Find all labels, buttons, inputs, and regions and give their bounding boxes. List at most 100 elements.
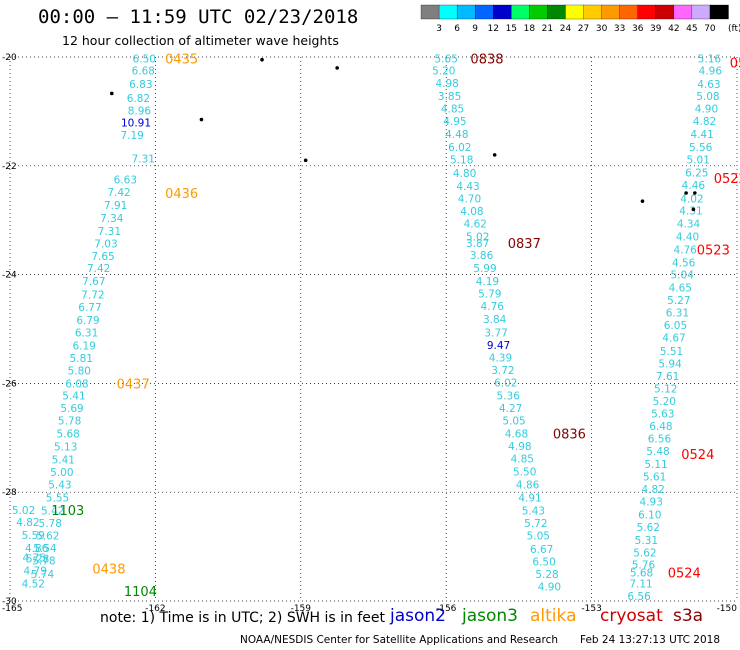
wave-height-label: 7.91	[104, 200, 127, 212]
colorbar-swatch	[529, 4, 549, 20]
legend-cryosat: cryosat	[600, 606, 663, 626]
wave-height-label: 3.86	[470, 250, 494, 262]
wave-height-label: 5.68	[630, 568, 653, 580]
wave-height-label: 4.39	[489, 352, 512, 364]
wave-height-label: 5.12	[654, 383, 677, 395]
island-dot	[492, 153, 497, 157]
wave-height-label: 5.81	[70, 353, 93, 365]
wave-height-label: 5.02	[12, 505, 35, 517]
wave-height-label: 6.50	[133, 54, 156, 66]
wave-height-label: 5.59	[22, 530, 45, 542]
footer-date: Feb 24 13:27:13 UTC 2018	[580, 634, 720, 646]
wave-height-label: 7.34	[100, 213, 124, 225]
wave-height-label: 7.19	[120, 130, 143, 142]
wave-height-label: 4.08	[460, 206, 483, 218]
wave-height-label: 7.11	[629, 579, 652, 591]
colorbar-swatch	[511, 4, 531, 20]
wave-height-label: 5.94	[658, 358, 682, 370]
wave-height-label: 6.31	[666, 308, 689, 320]
wave-height-label: 5.61	[643, 471, 666, 483]
wave-height-label: 4.79	[24, 566, 47, 578]
wave-height-label: 4.90	[538, 581, 561, 593]
island-dot	[640, 199, 645, 203]
wave-height-label: 3.72	[491, 365, 514, 377]
colorbar-tick-label: 18	[524, 24, 536, 34]
y-tick-label: -26	[2, 379, 17, 389]
wave-height-label: 4.31	[679, 205, 702, 217]
x-tick-label: -162	[145, 604, 165, 614]
pass-time-label: 1104	[124, 585, 157, 600]
wave-height-label: 4.02	[680, 193, 703, 205]
colorbar-swatch	[673, 4, 693, 20]
pass-time-label: 0837	[508, 237, 541, 252]
wave-height-label: 6.79	[76, 315, 99, 327]
colorbar-tick-label: 9	[472, 24, 478, 34]
x-tick-label: -165	[2, 604, 22, 614]
island-dot	[693, 191, 697, 195]
wave-height-label: 4.43	[456, 181, 479, 193]
colorbar-swatch	[438, 4, 458, 20]
colorbar-swatch	[420, 4, 440, 20]
grid	[9, 56, 738, 602]
island-dot	[684, 191, 688, 195]
wave-height-label: 4.41	[690, 129, 713, 141]
wave-height-label: 6.82	[127, 93, 150, 105]
legend-s3a: s3a	[673, 606, 704, 626]
wave-height-label: 6.56	[627, 591, 651, 603]
wave-height-label: 4.63	[697, 79, 720, 91]
wave-height-label: 5.00	[50, 467, 73, 479]
wave-height-label: 4.86	[25, 543, 49, 555]
colorbar-swatch	[565, 4, 585, 20]
x-tick-label: -150	[717, 604, 738, 614]
wave-height-label: 4.91	[518, 493, 541, 505]
wave-height-label: 5.36	[497, 390, 521, 402]
wave-height-label: 5.41	[62, 390, 85, 402]
chart-title: 00:00 – 11:59 UTC 02/23/2018	[38, 6, 359, 28]
colorbar-tick-label: 70	[704, 24, 716, 34]
wave-height-label: 4.82	[16, 517, 39, 529]
wave-height-label: 5.08	[696, 91, 719, 103]
data-marks: 6.506.686.836.828.9610.917.197.316.637.4…	[12, 53, 740, 603]
wave-height-label: 5.13	[54, 442, 77, 454]
colorbar-tick-label: 27	[578, 24, 589, 34]
wave-height-label: 4.96	[699, 66, 723, 78]
island-dot	[335, 66, 339, 70]
colorbar-swatch	[619, 4, 639, 20]
colorbar-tick-label: 30	[596, 24, 608, 34]
wave-height-label: 5.78	[58, 415, 81, 427]
island-dot	[691, 207, 696, 212]
wave-height-label: 5.41	[52, 455, 75, 467]
wave-height-label: 6.77	[78, 302, 101, 314]
colorbar-tick-label: 12	[488, 24, 499, 34]
wave-height-label: 4.68	[505, 428, 528, 440]
colorbar-unit: (ft)	[728, 24, 740, 34]
wave-height-label: 6.63	[114, 174, 137, 186]
y-tick-label: -22	[2, 162, 17, 172]
wave-height-label: 5.80	[68, 365, 91, 377]
colorbar-swatch	[601, 4, 621, 20]
wave-height-label: 4.52	[22, 579, 45, 591]
footer-credit: NOAA/NESDIS Center for Satellite Applica…	[240, 634, 558, 646]
colorbar-swatch	[637, 4, 657, 20]
pass-time-label: 0436	[165, 187, 198, 202]
wave-height-label: 9.47	[487, 340, 510, 352]
wave-height-label: 4.86	[516, 480, 540, 492]
axes: -165 -162 -159 -156 -153 -150 -20 -22 -24 -26 -28 -…	[2, 53, 737, 614]
wave-height-label: 5.43	[48, 480, 71, 492]
wave-height-label: 5.55	[46, 493, 69, 505]
wave-height-label: 4.98	[508, 441, 531, 453]
pass-time-label: 0522	[714, 172, 740, 187]
wave-height-label: 6.10	[638, 510, 661, 522]
colorbar-swatch	[583, 4, 603, 20]
y-tick-label: -20	[2, 53, 17, 63]
wave-height-label: 5.62	[633, 548, 656, 560]
wave-height-label: 5.56	[689, 142, 713, 154]
wave-height-label: 7.42	[87, 263, 110, 275]
wave-height-label: 4.48	[445, 129, 468, 141]
island-dot	[109, 91, 114, 96]
colorbar-tick-label: 15	[506, 24, 517, 34]
colorbar-tick-label: 36	[632, 24, 644, 34]
wave-height-label: 7.67	[82, 276, 105, 288]
wave-height-label: 4.85	[511, 453, 534, 465]
wave-height-label: 5.54	[33, 543, 57, 555]
